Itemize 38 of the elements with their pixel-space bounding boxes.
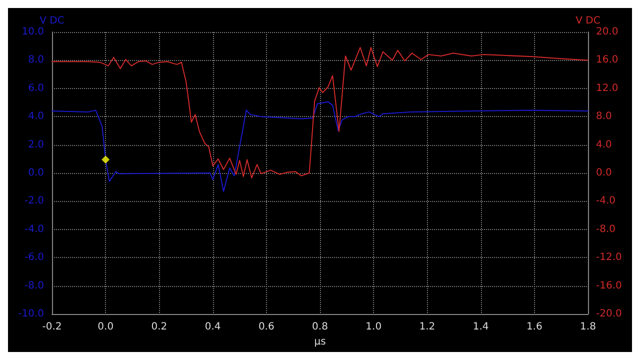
x-tick-label: 1.6 xyxy=(526,322,542,332)
y2-tick-label: 8.0 xyxy=(596,111,612,122)
y2-tick-label: -16.0 xyxy=(596,280,622,292)
y2-tick-label: -8.0 xyxy=(596,224,616,235)
y2-axis-title: V DC xyxy=(576,16,600,26)
y-tick-label: 0.0 xyxy=(28,168,44,178)
x-tick-label: 1.4 xyxy=(472,322,489,332)
x-tick-label: 1.0 xyxy=(366,322,382,332)
y2-tick-label: 0.0 xyxy=(596,168,612,178)
y-tick-label: -2.0 xyxy=(24,196,44,207)
line-series xyxy=(52,47,588,178)
y-tick-label: -4.0 xyxy=(24,224,44,235)
x-tick-label: 0.8 xyxy=(312,322,328,332)
y-tick-label: -6.0 xyxy=(24,252,44,264)
y2-tick-label: -12.0 xyxy=(596,252,622,264)
x-tick-label: 0.0 xyxy=(98,322,114,332)
x-tick-label: 0.2 xyxy=(151,322,168,332)
x-tick-label: 1.2 xyxy=(419,322,436,332)
y-tick-label: -10.0 xyxy=(18,308,44,320)
y-tick-label: -8.0 xyxy=(24,280,44,292)
x-tick-label: 1.8 xyxy=(580,322,596,332)
y2-tick-label: 16.0 xyxy=(596,54,618,66)
y-tick-label: 2.0 xyxy=(28,139,44,150)
y-tick-label: 4.0 xyxy=(28,111,44,122)
x-tick-label: 0.4 xyxy=(204,322,221,332)
y2-tick-label: -4.0 xyxy=(596,196,616,207)
y2-tick-label: 12.0 xyxy=(596,82,618,94)
y-tick-label: 10.0 xyxy=(22,26,44,38)
x-axis-title: μs xyxy=(314,336,326,348)
y-tick-label: 6.0 xyxy=(28,82,44,94)
y2-tick-label: 20.0 xyxy=(596,26,618,38)
x-tick-label: 0.6 xyxy=(258,322,274,332)
y-tick-label: 8.0 xyxy=(28,54,44,66)
y2-tick-label: 4.0 xyxy=(596,139,612,150)
line-series xyxy=(52,101,588,192)
y-axis-title: V DC xyxy=(40,16,64,26)
x-tick-label: -0.2 xyxy=(42,322,62,332)
y2-tick-label: -20.0 xyxy=(596,308,622,320)
